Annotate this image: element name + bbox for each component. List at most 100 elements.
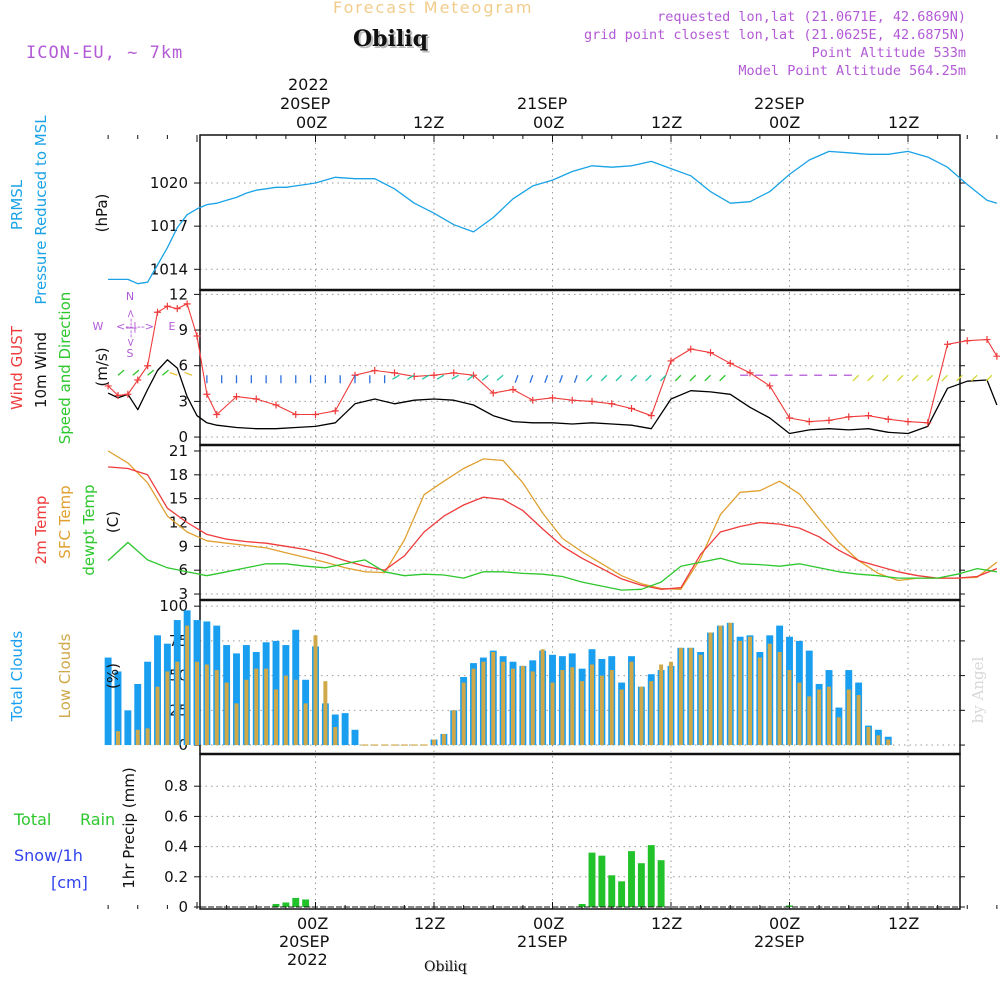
low-cloud-bar [441,733,446,746]
wind-arrow [867,374,874,382]
compass-vertical: <--|--> [124,309,137,347]
y-tick-label: 0.2 [164,868,188,886]
low-cloud-bar [797,682,802,746]
rain-bar [628,851,635,907]
temp-dewpt-label: dewpt Temp [80,484,98,575]
sfc-temp-line [107,450,998,590]
gust-marker [963,337,971,345]
low-cloud-bar [728,622,733,746]
wind-arrow [436,374,445,380]
low-cloud-bar [866,727,871,746]
y-tick-label: 100 [159,597,188,615]
wind-arrow [162,369,169,376]
total-cloud-bar [341,713,349,746]
gust-marker [549,394,556,402]
y-tick-label: 0 [178,428,188,446]
bottom-date-label: 22SEP [754,932,805,951]
top-hour-label: 00Z [296,113,328,132]
top-date-label: 20SEP [280,94,331,113]
y-tick-label: 12 [169,514,188,532]
wind-arrow [132,369,140,376]
panel-frame [199,134,961,291]
gust-marker [489,389,497,397]
rain-bar [282,902,290,907]
low-cloud-bar [540,649,545,746]
low-cloud-bar [856,695,861,746]
wind-arrow [971,374,978,382]
gust-marker [766,382,774,390]
wind-arrow [169,371,178,376]
pressure-line [108,150,998,285]
low-cloud-bar [214,670,219,746]
low-cloud-bar [244,679,249,746]
gust-marker [163,302,171,310]
top-hour-label: 00Z [769,113,801,132]
compass-w: W [93,320,104,333]
low-cloud-bar [876,735,881,746]
low-cloud-bar [609,670,614,746]
rain-bar [608,875,616,907]
bottom-hour-label: 00Z [769,914,801,933]
precip-unit-label: 1hr Precip (mm) [120,767,138,888]
y-tick-label: 0 [178,898,188,916]
low-cloud-bar [827,686,831,746]
wind-arrow [704,374,711,382]
wind-arrow [147,369,155,376]
model-altitude: Model Point Altitude 564.25m [738,63,966,79]
2m-temp-line [108,466,998,590]
wind-arrow [926,374,934,382]
precip-total-label: Total [14,810,52,829]
pressure-unit-label: (hPa) [93,194,111,233]
y-tick-label: 0.8 [164,777,188,795]
wind-arrow [585,374,593,382]
low-cloud-bar [293,679,298,746]
wind-arrow [559,375,563,383]
low-cloud-bar [283,675,288,746]
low-cloud-bar [757,657,762,746]
bottom-hour-label: 12Z [651,914,683,933]
low-cloud-bar [688,647,693,746]
y-tick-label: 3 [178,585,188,603]
wind-arrow [659,374,667,382]
low-cloud-bar [234,703,239,746]
temp-unit-label: (C) [104,511,122,533]
dewpt-line [107,541,998,591]
low-cloud-bar [145,728,150,746]
bottom-year-label: 2022 [287,950,328,969]
gust-marker [983,336,991,344]
low-cloud-bar [185,625,190,746]
rain-bar [302,899,310,907]
low-cloud-bar [639,686,644,746]
gust-marker [924,419,932,427]
gust-marker [183,300,191,308]
bottom-date-label: 21SEP [517,932,568,951]
wind-arrow [392,374,400,380]
wind-direction-label: Speed and Direction [56,292,74,445]
gust-marker [104,382,112,390]
low-cloud-bar [491,652,496,746]
wind-arrow [466,374,474,381]
low-cloud-bar [303,703,308,746]
wind-arrow [689,374,697,382]
gust-marker [134,376,142,384]
low-cloud-bar [165,671,170,746]
gust-marker [213,410,221,418]
low-cloud-bar [530,671,535,746]
gust-marker [430,371,438,379]
low-cloud-bar [767,643,772,746]
gust-marker [233,393,240,401]
y-tick-label: 1014 [150,260,188,278]
wind-arrow [573,375,578,383]
low-cloud-bar [846,689,851,746]
bottom-hour-label: 00Z [297,914,329,933]
rain-bar [598,855,606,907]
top-hour-label: 12Z [888,113,920,132]
wind-arrow [630,374,637,382]
requested-coords: requested lon,lat (21.0671E, 42.6869N) [657,9,966,25]
low-cloud-bar [659,664,664,746]
total-cloud-bar [114,671,122,746]
wind-arrow [421,374,430,380]
temp-2m-label: 2m Temp [32,496,50,565]
precip-snow-unit-label: [cm] [51,873,88,892]
